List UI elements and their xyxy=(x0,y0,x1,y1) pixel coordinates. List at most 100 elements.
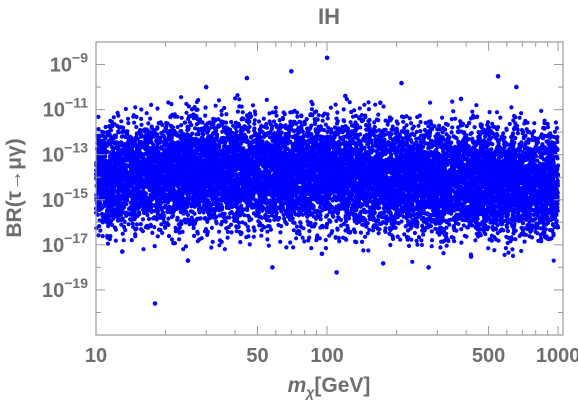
data-point xyxy=(367,227,372,232)
data-point xyxy=(125,116,131,121)
data-point xyxy=(222,105,227,111)
data-point xyxy=(364,224,369,229)
data-point xyxy=(141,247,146,252)
data-point xyxy=(341,107,346,112)
data-point xyxy=(235,109,240,114)
data-point xyxy=(219,108,224,113)
data-point xyxy=(179,123,184,128)
data-point xyxy=(246,125,251,130)
data-point xyxy=(175,124,180,130)
data-point xyxy=(501,131,506,136)
data-point xyxy=(325,112,330,117)
data-point xyxy=(388,242,393,248)
data-point xyxy=(103,136,108,141)
data-point xyxy=(139,107,144,112)
data-point xyxy=(185,212,190,217)
data-point xyxy=(279,209,284,214)
data-point xyxy=(139,116,144,121)
data-point xyxy=(234,229,239,234)
data-point xyxy=(269,127,274,132)
data-point xyxy=(404,123,409,128)
data-point xyxy=(505,225,510,230)
data-point xyxy=(401,119,406,124)
data-point xyxy=(209,245,214,250)
data-point xyxy=(330,138,335,143)
data-point xyxy=(316,113,321,118)
data-point xyxy=(225,215,231,220)
data-point xyxy=(519,128,525,133)
data-point xyxy=(284,245,289,250)
data-point xyxy=(196,132,201,137)
data-point xyxy=(191,225,196,231)
data-point xyxy=(166,100,171,105)
data-point xyxy=(418,119,423,125)
data-point xyxy=(165,121,170,126)
data-point xyxy=(277,215,282,221)
data-point xyxy=(219,239,224,245)
data-point xyxy=(323,237,328,243)
data-point xyxy=(264,97,269,102)
data-point xyxy=(415,242,420,247)
data-point xyxy=(371,228,376,233)
data-point xyxy=(385,122,390,127)
data-point xyxy=(299,123,304,129)
data-point xyxy=(247,242,252,247)
data-point xyxy=(399,219,404,224)
data-point xyxy=(373,102,378,107)
data-point xyxy=(203,113,208,118)
data-point xyxy=(495,125,501,130)
data-point xyxy=(335,110,340,115)
data-point xyxy=(150,230,155,235)
data-point xyxy=(271,119,277,124)
data-point xyxy=(171,213,176,218)
data-point xyxy=(148,116,153,121)
data-point xyxy=(266,243,271,248)
data-point xyxy=(291,228,296,233)
data-point xyxy=(96,114,101,119)
scatter-points xyxy=(93,55,561,306)
data-point xyxy=(166,233,172,239)
data-point xyxy=(376,231,381,236)
data-point xyxy=(136,210,142,215)
data-point xyxy=(495,230,500,236)
data-point xyxy=(189,107,195,112)
data-point xyxy=(282,112,287,117)
data-point xyxy=(189,122,194,128)
data-point xyxy=(192,211,197,216)
data-point xyxy=(474,103,479,108)
data-point xyxy=(366,100,371,105)
data-point xyxy=(184,110,189,115)
data-point xyxy=(376,112,381,117)
data-point xyxy=(157,215,163,220)
data-point xyxy=(333,102,338,107)
data-point xyxy=(352,108,357,113)
data-point xyxy=(235,93,240,98)
data-point xyxy=(251,211,256,216)
data-point xyxy=(438,245,443,250)
data-point xyxy=(428,100,433,105)
data-point xyxy=(552,129,558,134)
data-point xyxy=(194,99,199,105)
data-point xyxy=(160,122,165,127)
data-point xyxy=(220,129,225,134)
data-point xyxy=(517,115,522,120)
data-point xyxy=(435,127,440,132)
data-point xyxy=(531,129,537,134)
data-point xyxy=(265,229,270,234)
data-point xyxy=(351,227,356,232)
data-point xyxy=(162,134,167,140)
data-point xyxy=(372,133,377,138)
data-point xyxy=(441,251,446,256)
data-point xyxy=(363,115,368,120)
data-point xyxy=(362,102,367,107)
data-point xyxy=(496,238,501,243)
data-point xyxy=(419,242,424,247)
data-point xyxy=(398,237,403,242)
data-point xyxy=(419,238,424,243)
data-point xyxy=(309,246,314,251)
data-point xyxy=(124,202,129,207)
data-point xyxy=(465,225,470,230)
data-point xyxy=(365,231,370,236)
data-point xyxy=(323,122,328,127)
